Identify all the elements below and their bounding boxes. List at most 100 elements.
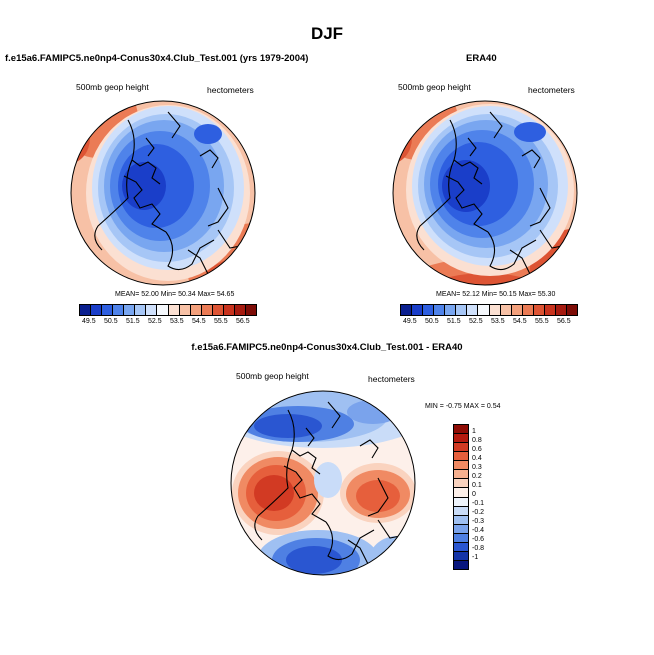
colorbar-tick-label: 50.5 (425, 318, 439, 325)
page-title: DJF (310, 24, 344, 43)
colorbar-swatch (533, 305, 545, 315)
colorbar-swatch (454, 560, 468, 569)
panel1-title: f.e15a6.FAMIPC5.ne0np4-Conus30x4.Club_Te… (5, 53, 309, 64)
panel3-max-value: 0.54 (486, 403, 501, 410)
panel3-max-label: MAX = (463, 403, 485, 410)
colorbar-tick-label: 53.5 (170, 318, 184, 325)
colorbar-tick-label: 55.5 (214, 318, 228, 325)
colorbar-tick-label: 51.5 (447, 318, 461, 325)
panel1-units-label: hectometers (207, 85, 254, 95)
colorbar-swatch (511, 305, 523, 315)
panel2-mean-value: 52.12 (462, 291, 480, 298)
colorbar-swatch (157, 305, 169, 315)
colorbar-swatch (201, 305, 213, 315)
colorbar-tick-label: 0.6 (472, 446, 482, 453)
panel2-polar-map (392, 100, 578, 286)
colorbar-swatch (135, 305, 147, 315)
colorbar-swatch (555, 305, 567, 315)
colorbar-swatch (454, 524, 468, 534)
colorbar-tick-label: 0.8 (472, 437, 482, 444)
colorbar-tick-label: -0.6 (472, 536, 485, 543)
colorbar-swatch (445, 305, 457, 315)
colorbar-swatch (454, 470, 468, 480)
panel1-mean-value: 52.00 (141, 291, 159, 298)
panel3-polar-map (230, 390, 416, 576)
panel2-min-value: 50.15 (499, 291, 517, 298)
panel2-variable-label: 500mb geop height (398, 82, 471, 92)
panel2-max-label: Max= (518, 291, 536, 298)
panel1-variable-label: 500mb geop height (76, 82, 149, 92)
colorbar-swatch (212, 305, 224, 315)
colorbar-tick-label: 52.5 (148, 318, 162, 325)
colorbar-swatch (434, 305, 446, 315)
colorbar-swatch (454, 434, 468, 444)
colorbar-swatch (522, 305, 534, 315)
colorbar-swatch (234, 305, 246, 315)
colorbar-swatch (456, 305, 468, 315)
colorbar-swatch (467, 305, 479, 315)
colorbar-swatch (190, 305, 202, 315)
panel2-colorbar-labels: 49.5 50.5 51.5 52.5 53.5 54.5 55.5 56.5 (400, 318, 576, 328)
colorbar-swatch (124, 305, 136, 315)
colorbar-tick-label: 49.5 (82, 318, 96, 325)
colorbar-swatch (454, 452, 468, 462)
panel2-min-label: Min= (481, 291, 498, 298)
colorbar-tick-label: -0.2 (472, 509, 485, 516)
panel1-mean-label: MEAN= (115, 291, 140, 298)
panel3-units-label: hectometers (368, 374, 415, 384)
colorbar-swatch (168, 305, 180, 315)
colorbar-swatch (102, 305, 114, 315)
colorbar-swatch (566, 305, 577, 315)
colorbar-swatch (454, 497, 468, 507)
panel1-stats: MEAN= 52.00 Min= 50.34 Max= 54.65 (115, 291, 234, 298)
panel3-min-value: -0.75 (445, 403, 462, 410)
colorbar-swatch (146, 305, 158, 315)
colorbar-tick-label: -0.4 (472, 527, 485, 534)
colorbar-swatch (454, 488, 468, 498)
panel2-title: ERA40 (466, 53, 497, 64)
panel3-colorbar (453, 424, 469, 570)
panel1-min-label: Min= (160, 291, 177, 298)
panel3-min-label: MIN = (425, 403, 444, 410)
panel3-colorbar-labels: 1 0.8 0.6 0.4 0.3 0.2 0.1 0 -0.1 -0.2 -0.3 -0.4 -0.6… (472, 424, 502, 568)
colorbar-tick-label: 54.5 (192, 318, 206, 325)
colorbar-tick-label: 0 (472, 491, 476, 498)
colorbar-tick-label: 0.4 (472, 455, 482, 462)
panel2-max-value: 55.30 (537, 291, 556, 298)
colorbar-tick-label: 0.1 (472, 482, 482, 489)
colorbar-tick-label: -1 (472, 554, 479, 561)
colorbar-swatch (454, 515, 468, 525)
colorbar-swatch (412, 305, 424, 315)
colorbar-swatch (179, 305, 191, 315)
panel3-stats: MIN = -0.75 MAX = 0.54 (425, 403, 501, 410)
colorbar-swatch (454, 506, 468, 516)
colorbar-swatch (500, 305, 512, 315)
colorbar-tick-label: -0.1 (472, 500, 485, 507)
colorbar-swatch (478, 305, 490, 315)
colorbar-swatch (544, 305, 556, 315)
colorbar-swatch (454, 461, 468, 471)
panel1-colorbar (79, 304, 257, 316)
panel1-max-value: 54.65 (216, 291, 235, 298)
panel2-mean-label: MEAN= (436, 291, 461, 298)
colorbar-swatch (454, 443, 468, 453)
colorbar-tick-label: 56.5 (557, 318, 571, 325)
colorbar-swatch (245, 305, 256, 315)
colorbar-tick-label: 51.5 (126, 318, 140, 325)
colorbar-swatch (80, 305, 92, 315)
colorbar-tick-label: 0.2 (472, 473, 482, 480)
colorbar-swatch (489, 305, 501, 315)
panel2-units-label: hectometers (528, 85, 575, 95)
colorbar-swatch (401, 305, 413, 315)
panel3-variable-label: 500mb geop height (236, 371, 309, 381)
colorbar-swatch (454, 479, 468, 489)
panel1-colorbar-labels: 49.5 50.5 51.5 52.5 53.5 54.5 55.5 56.5 (79, 318, 255, 328)
panel2-colorbar (400, 304, 578, 316)
colorbar-tick-label: 53.5 (491, 318, 505, 325)
colorbar-tick-label: 54.5 (513, 318, 527, 325)
colorbar-tick-label: -0.3 (472, 518, 485, 525)
colorbar-tick-label: 50.5 (104, 318, 118, 325)
colorbar-tick-label: 1 (472, 428, 476, 435)
panel3-title: f.e15a6.FAMIPC5.ne0np4-Conus30x4.Club_Te… (191, 342, 463, 353)
colorbar-swatch (454, 542, 468, 552)
